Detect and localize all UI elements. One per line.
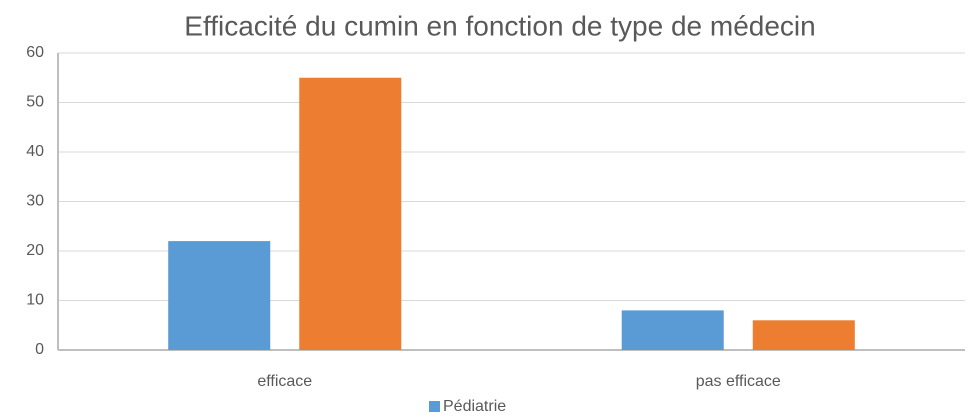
y-tick-label: 30 bbox=[26, 193, 44, 210]
legend-swatch bbox=[429, 401, 440, 412]
bar bbox=[752, 320, 855, 350]
legend-label: Pédiatrie bbox=[443, 398, 506, 415]
y-tick-label: 50 bbox=[26, 94, 44, 111]
x-tick-label: efficace bbox=[257, 373, 312, 390]
bar bbox=[299, 77, 402, 350]
y-tick-label: 20 bbox=[26, 242, 44, 259]
y-tick-label: 40 bbox=[26, 143, 44, 160]
y-tick-label: 0 bbox=[35, 341, 44, 358]
y-tick-label: 10 bbox=[26, 292, 44, 309]
bar bbox=[168, 241, 271, 350]
bar bbox=[621, 310, 724, 350]
x-tick-label: pas efficace bbox=[696, 373, 781, 390]
chart-title: Efficacité du cumin en fonction de type … bbox=[184, 10, 815, 41]
y-tick-label: 60 bbox=[26, 44, 44, 61]
